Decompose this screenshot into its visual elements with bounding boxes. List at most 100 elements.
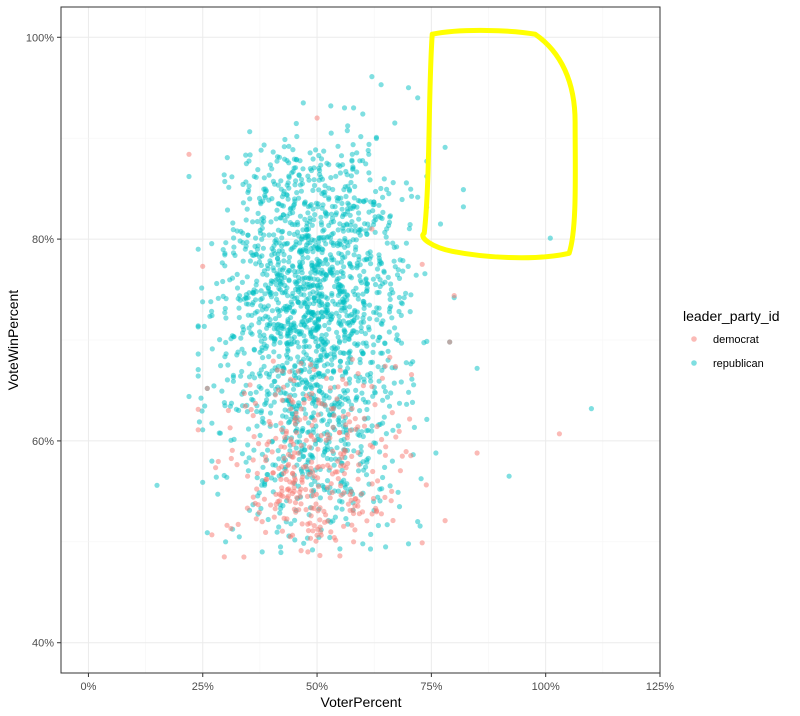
data-point — [258, 505, 264, 512]
data-point — [318, 310, 324, 316]
data-point — [317, 517, 323, 523]
data-point — [387, 483, 393, 489]
data-point — [186, 173, 192, 180]
data-point — [290, 454, 296, 460]
data-point — [411, 382, 417, 388]
data-point — [374, 423, 380, 430]
data-point — [354, 150, 360, 156]
data-point — [272, 251, 278, 257]
data-point — [407, 222, 413, 228]
data-point — [275, 182, 281, 188]
data-point — [292, 295, 298, 301]
data-point — [277, 307, 283, 314]
data-point — [368, 261, 374, 267]
data-point — [251, 434, 257, 440]
data-point — [363, 161, 369, 167]
data-point — [442, 518, 448, 524]
data-point — [388, 498, 394, 504]
data-point — [395, 423, 401, 429]
data-point — [341, 388, 347, 394]
data-point — [319, 246, 325, 252]
data-point — [337, 364, 343, 370]
data-point — [293, 120, 299, 127]
data-point — [287, 268, 293, 274]
data-point — [260, 464, 266, 470]
data-point — [392, 120, 398, 126]
data-point — [290, 386, 297, 392]
data-point — [336, 313, 342, 319]
data-point — [214, 280, 220, 287]
data-point — [409, 399, 416, 405]
data-point — [369, 359, 375, 365]
data-point — [211, 383, 217, 389]
data-point — [224, 155, 230, 161]
data-point — [275, 448, 281, 454]
data-point — [221, 554, 227, 560]
data-point — [308, 202, 314, 208]
data-point — [300, 166, 306, 172]
data-point — [239, 279, 245, 285]
data-point — [447, 339, 453, 345]
data-point — [372, 402, 378, 408]
data-point — [313, 538, 319, 544]
data-point — [318, 174, 324, 180]
data-point — [283, 430, 289, 436]
data-point — [368, 378, 374, 384]
data-point — [273, 501, 279, 507]
data-point — [349, 405, 355, 412]
data-point — [315, 446, 321, 452]
data-point — [323, 375, 330, 381]
data-point — [245, 232, 251, 238]
data-point — [244, 206, 250, 212]
data-point — [372, 440, 379, 446]
data-point — [360, 111, 366, 117]
data-point — [269, 383, 275, 389]
data-point — [331, 257, 337, 263]
data-point — [387, 296, 393, 302]
data-point — [360, 433, 366, 440]
data-point — [380, 209, 386, 215]
data-point — [310, 493, 316, 499]
data-point — [312, 478, 318, 484]
data-point — [195, 373, 201, 379]
data-point — [373, 188, 379, 195]
data-point — [246, 455, 252, 461]
data-point — [361, 311, 367, 317]
data-point — [305, 236, 311, 242]
data-point — [230, 378, 236, 384]
data-point — [253, 516, 259, 522]
data-point — [328, 406, 334, 412]
data-point — [245, 442, 251, 448]
data-point — [259, 220, 265, 227]
data-point — [301, 333, 307, 339]
y-tick-label: 100% — [26, 32, 54, 44]
data-point — [311, 437, 317, 443]
data-point — [313, 501, 319, 507]
data-point — [315, 343, 321, 349]
data-point — [274, 255, 281, 261]
data-point — [337, 367, 343, 373]
data-point — [346, 350, 352, 356]
data-point — [318, 432, 324, 439]
data-point — [370, 349, 376, 355]
data-point — [281, 258, 287, 264]
data-point — [347, 273, 353, 280]
data-point — [245, 473, 251, 479]
data-point — [355, 476, 361, 482]
data-point — [327, 495, 333, 501]
data-point — [332, 354, 338, 360]
data-point — [293, 281, 299, 287]
data-point — [331, 344, 337, 350]
data-point — [348, 179, 354, 186]
data-point — [313, 200, 319, 206]
data-point — [291, 334, 297, 340]
data-point — [225, 362, 231, 368]
data-point — [349, 356, 355, 362]
data-point — [392, 264, 398, 270]
data-point — [258, 338, 264, 344]
data-point — [401, 295, 407, 301]
data-point — [370, 495, 377, 502]
data-point — [253, 174, 259, 180]
data-point — [229, 447, 235, 453]
data-point — [460, 204, 466, 210]
